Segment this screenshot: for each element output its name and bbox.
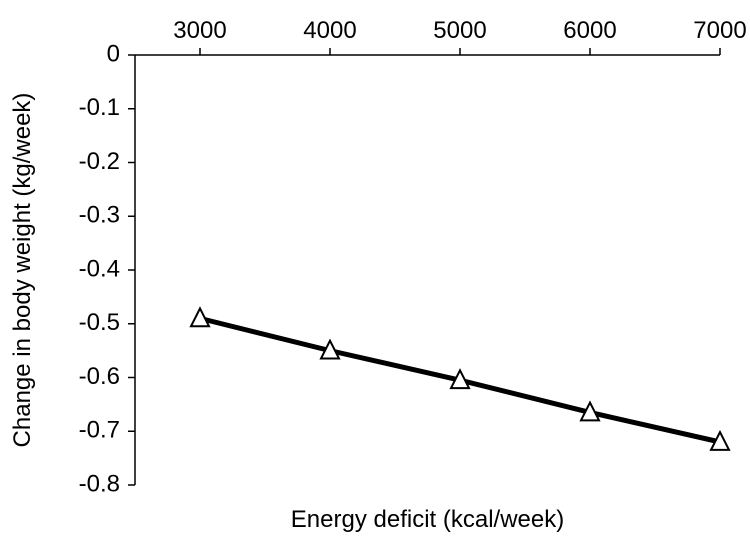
chart-container: 3000 4000 5000 6000 7000 0 -0.1 -0.2 -0.3 -0.4 -0.… (0, 0, 750, 555)
x-tick-label: 3000 (173, 17, 226, 44)
y-axis-title: Change in body weight (kg/week) (9, 93, 36, 448)
y-tick-label: -0.8 (79, 470, 120, 497)
x-tick-label: 7000 (693, 17, 746, 44)
x-tick-label: 5000 (433, 17, 486, 44)
y-tick-label: -0.2 (79, 148, 120, 175)
x-tick-label: 4000 (303, 17, 356, 44)
y-tick-label: -0.5 (79, 309, 120, 336)
x-tick-label: 6000 (563, 17, 616, 44)
x-axis-title: Energy deficit (kcal/week) (291, 506, 564, 533)
y-tick-label: -0.6 (79, 363, 120, 390)
line-chart: 3000 4000 5000 6000 7000 0 -0.1 -0.2 -0.3 -0.4 -0.… (0, 0, 750, 555)
y-tick-label: -0.3 (79, 202, 120, 229)
y-tick-label: -0.7 (79, 417, 120, 444)
y-tick-label: -0.1 (79, 94, 120, 121)
y-tick-label: 0 (107, 40, 120, 67)
y-tick-label: -0.4 (79, 255, 120, 282)
